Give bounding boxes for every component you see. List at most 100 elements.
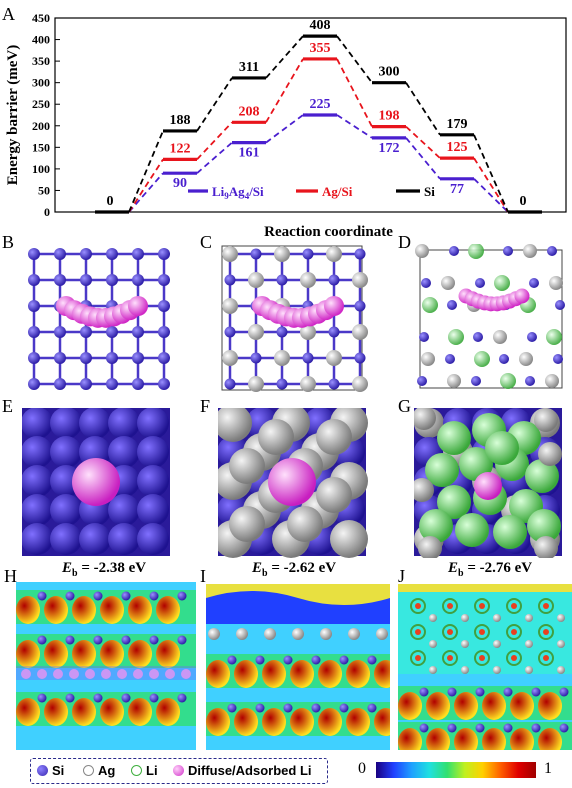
- density-lobe: [128, 596, 152, 624]
- density-lobe: [398, 692, 422, 720]
- colorbar-min-label: 0: [358, 760, 366, 777]
- si-atom: [445, 354, 455, 364]
- density-lobe: [374, 660, 390, 688]
- si-atom: [132, 352, 144, 364]
- ag-atom: [429, 640, 437, 648]
- lattice-agsi-diagram: [221, 245, 368, 392]
- ag-atom: [557, 666, 565, 674]
- li-atom: [447, 655, 453, 661]
- li-atom: [442, 650, 458, 666]
- density-lobe: [318, 708, 342, 736]
- si-atom: [80, 274, 92, 286]
- li-atom: [538, 598, 554, 614]
- diffuse-li-atom: [165, 669, 175, 679]
- data-label: 122: [170, 141, 191, 156]
- si-atom: [93, 635, 103, 645]
- li-atom: [455, 513, 489, 547]
- data-label: 198: [379, 109, 400, 124]
- si-atom: [28, 274, 40, 286]
- ag-atom: [461, 666, 469, 674]
- si-atom: [50, 494, 82, 526]
- ag-atom: [525, 614, 533, 622]
- data-label: 172: [379, 141, 400, 156]
- ag-atom: [493, 614, 501, 622]
- si-atom: [250, 248, 262, 260]
- si-atom: [328, 326, 340, 338]
- si-atom: [149, 591, 159, 601]
- ag-atom: [248, 376, 264, 392]
- density-lobe: [156, 698, 180, 726]
- diffuse-li-atom: [324, 296, 344, 316]
- ag-atom: [236, 628, 248, 640]
- density-lobe: [44, 596, 68, 624]
- si-atom: [158, 300, 170, 312]
- diffuse-li-atom: [149, 669, 159, 679]
- si-atom: [227, 655, 237, 665]
- si-atom: [419, 332, 429, 342]
- data-label: 125: [447, 140, 468, 155]
- si-atom: [93, 591, 103, 601]
- li-atom: [543, 655, 549, 661]
- si-atom: [419, 687, 429, 697]
- si-atom: [65, 693, 75, 703]
- density-lobe: [454, 692, 478, 720]
- li-atom: [506, 624, 522, 640]
- density-lobe: [72, 596, 96, 624]
- panel-label-j: J: [398, 566, 406, 586]
- si-atom: [137, 523, 169, 555]
- surface-isosurface: [206, 584, 390, 605]
- ag-atom: [248, 324, 264, 340]
- si-atom: [354, 248, 366, 260]
- density-lobe: [454, 728, 478, 750]
- si-atom: [531, 723, 541, 733]
- si-atom: [419, 723, 429, 733]
- si-atom: [559, 723, 569, 733]
- li-atom: [525, 459, 559, 493]
- li-atom: [422, 297, 438, 313]
- density-lobe: [398, 728, 422, 750]
- ag-atom-icon: [83, 765, 94, 776]
- legend-li: Li: [131, 763, 158, 778]
- ag-atom: [218, 408, 252, 442]
- y-tick-label: 400: [32, 33, 50, 47]
- li-atom: [543, 629, 549, 635]
- colorbar: [376, 762, 536, 778]
- y-tick-label: 350: [32, 54, 50, 68]
- ag-atom: [300, 324, 316, 340]
- si-atom: [475, 687, 485, 697]
- si-atom: [108, 523, 140, 555]
- ag-atom: [493, 666, 501, 674]
- x-axis-label: Reaction coordinate: [264, 224, 393, 240]
- li-atom: [474, 650, 490, 666]
- si-atom: [283, 703, 293, 713]
- diffuse-li-atom: [117, 669, 127, 679]
- ag-atom: [534, 536, 558, 558]
- li-atom: [442, 598, 458, 614]
- ag-atom: [429, 666, 437, 674]
- li-atom: [506, 598, 522, 614]
- si-atom: [108, 436, 140, 468]
- si-atom: [149, 635, 159, 645]
- si-atom: [255, 655, 265, 665]
- data-label: 0: [520, 194, 527, 209]
- data-label: 90: [173, 176, 187, 191]
- ag-atom: [287, 506, 323, 542]
- si-atom: [177, 591, 187, 601]
- diffuse-li-atom: [128, 296, 148, 316]
- si-atom: [54, 326, 66, 338]
- lattice-si-diagram: [28, 248, 170, 390]
- ag-atom: [441, 276, 455, 290]
- density-lobe: [156, 596, 180, 624]
- surface-isosurface: [398, 584, 572, 592]
- ag-atom: [208, 628, 220, 640]
- si-atom: [79, 408, 111, 439]
- li-atom: [415, 603, 421, 609]
- ag-atom: [300, 272, 316, 288]
- ag-atom: [222, 246, 238, 262]
- si-atom: [137, 436, 169, 468]
- si-atom: [158, 326, 170, 338]
- si-atom: [28, 326, 40, 338]
- si-atom: [22, 494, 53, 526]
- density-lobe: [234, 708, 258, 736]
- li-atom: [479, 603, 485, 609]
